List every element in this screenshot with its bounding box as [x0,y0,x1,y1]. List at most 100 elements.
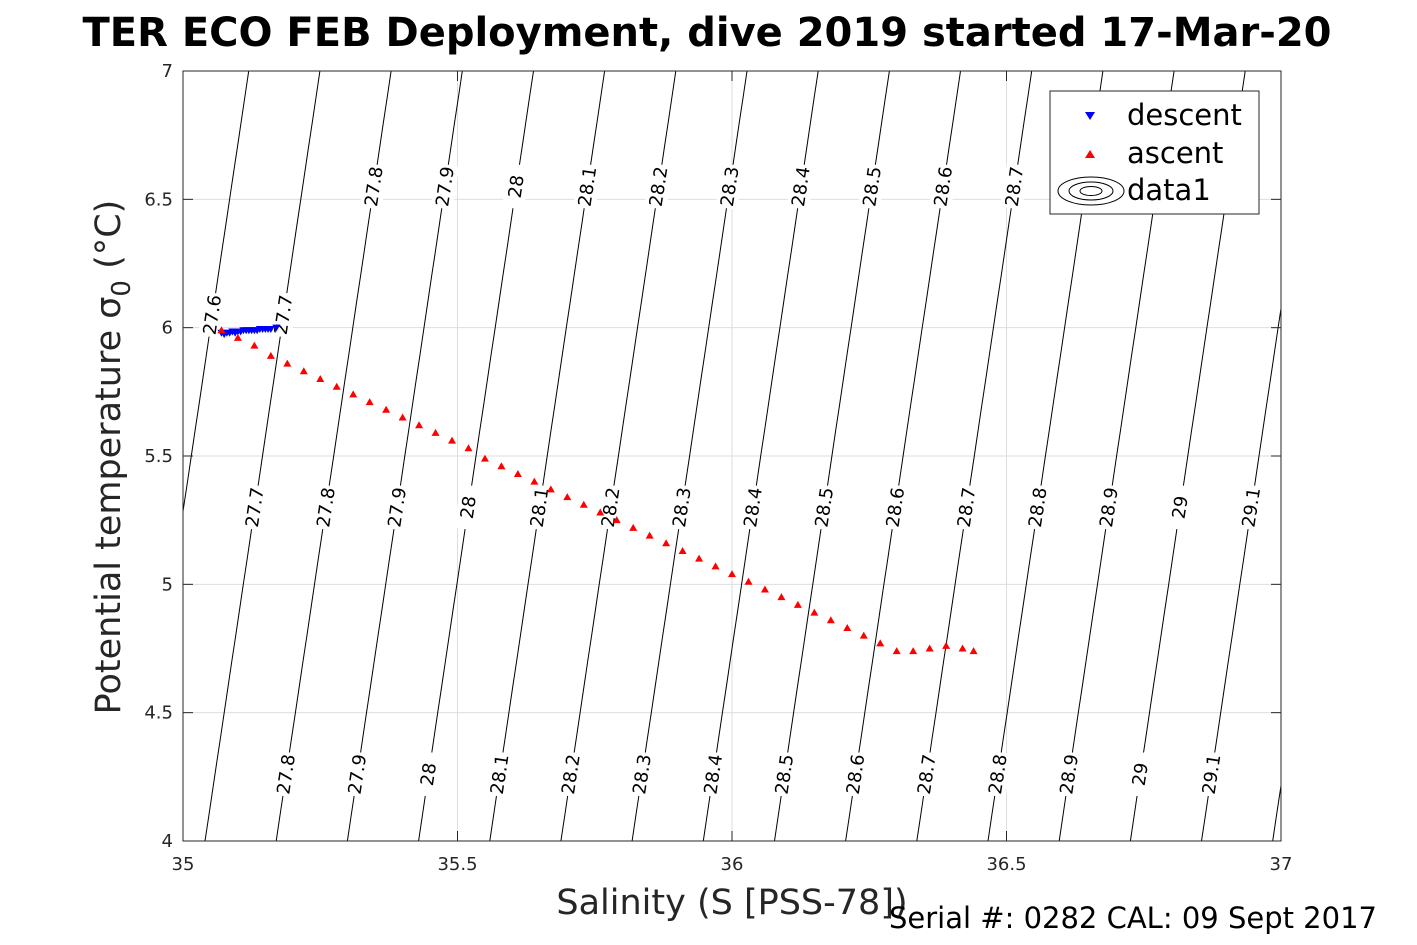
ascent-point [283,359,292,367]
y-tick-label: 4 [162,831,173,852]
ascent-point [810,608,819,616]
contour-label-background [198,291,227,339]
x-tick-label: 35 [172,854,195,875]
x-tick-label: 36.5 [986,854,1026,875]
legend-data1-label: data1 [1127,173,1211,207]
descent-point [247,327,256,335]
contour-label-background [952,483,981,531]
x-tick-label: 37 [1270,854,1293,875]
ascent-point [969,647,978,655]
legend-descent-marker [1085,112,1095,120]
y-axis-label-main: Potential temperature σ [89,297,129,715]
chart-title: TER ECO FEB Deployment, dive 2019 starte… [82,10,1331,56]
ascent-point [217,326,226,334]
isopycnal-line [1201,305,1281,841]
ascent-point [826,616,835,624]
contour-label-background [786,163,816,210]
contour-label-background [881,483,910,531]
descent-point [236,328,245,336]
contour-label-background [414,750,443,798]
descent-point [264,325,273,333]
contour-label-background [738,483,768,531]
contour-label-background [240,483,269,531]
ascent-point [448,436,457,444]
contour-label: 28 [457,495,481,521]
contour-label-background [502,163,531,210]
serial-calibration-text: Serial #: 0282 CAL: 09 Sept 2017 [889,901,1377,935]
ascent-point [793,600,802,608]
ascent-point [843,623,852,631]
ascent-point [678,546,687,554]
contour-label-background [454,483,483,531]
data-series [217,324,978,655]
contour-label-background [1126,750,1155,798]
contour-label: 29 [1129,761,1153,787]
ascent-point [299,367,308,375]
contour-label-background [667,483,697,531]
contour-label-background [485,750,514,798]
ascent-point [398,413,407,421]
contour-label-background [644,163,673,210]
descent-point [231,329,240,337]
contour-label-background [525,483,554,531]
contour-label-background [1000,163,1029,210]
ascent-point [497,462,506,470]
descent-point [272,324,281,332]
contour-label-background [699,750,728,798]
ascent-point [892,647,901,655]
contour-label-background [1197,750,1226,798]
ascent-point [728,570,736,578]
ascent-point [744,577,753,585]
contour-label-background [359,163,388,210]
ascent-point [431,428,440,436]
ascent-point [909,647,918,655]
descent-point [225,329,234,337]
contour-label-background [715,163,744,210]
legend: descent ascent data1 [1049,90,1260,215]
ascent-point [563,493,572,501]
contour-label-background [1094,483,1124,531]
ascent-point [415,421,424,429]
y-axis-label-unit: (°C) [89,200,129,280]
ascent-point [942,641,951,649]
y-tick-label: 7 [162,61,173,82]
contour-label-background [311,483,341,531]
ascent-point [876,639,885,647]
ascent-point [233,333,242,341]
ascent-point [332,382,341,390]
contour-label-background [810,483,839,531]
ascent-point [859,631,868,639]
ascent-point [250,341,259,349]
ascent-point [645,531,654,539]
y-axis-label-subscript: 0 [107,280,137,297]
ascent-point [464,444,473,452]
legend-ascent-marker [1085,150,1095,158]
contour-label-background [627,750,657,798]
ascent-point [711,562,720,570]
contour-label-background [841,750,870,798]
contour-label-background [1166,483,1195,531]
descent-point [242,327,251,335]
contour-label-background [857,163,887,210]
ascent-point [579,500,588,508]
y-tick-label: 5 [162,574,173,595]
isopycnal-line [204,71,321,841]
contour-label: 28 [505,174,529,200]
ascent-point [629,523,638,531]
contour-label-background [430,163,460,210]
density-contours: 27.8 27.9 28 28.1 28.2 28.3 28.4 28.5 28.6 28.727… [183,71,1281,841]
ascent-point [513,469,522,477]
legend-box [1049,90,1260,215]
legend-descent-label: descent [1127,98,1242,132]
ascent-point [530,477,539,485]
ascent-point [612,516,621,524]
ascent-point [777,593,786,601]
ascent-point [349,390,358,398]
contour-label: 28 [417,761,441,787]
ascent-point [596,508,605,516]
contour-label-background [272,750,301,798]
legend-ascent-label: ascent [1127,136,1223,170]
contour-label-background [556,750,586,798]
ascent-point [662,539,671,547]
